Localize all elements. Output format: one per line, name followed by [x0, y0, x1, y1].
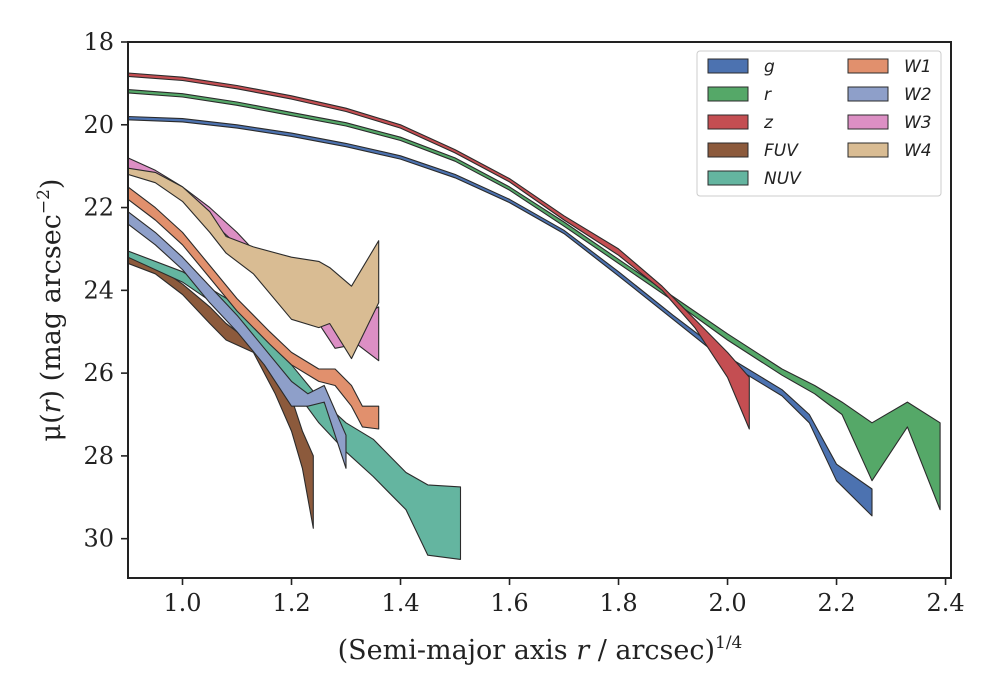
surface-brightness-chart: 1.0 1.2 1.4 1.6 1.8 2.0 2.2 2.4 18202224262830 … [0, 0, 1000, 700]
legend-swatch-g [708, 59, 748, 73]
legend-swatch-z [708, 115, 748, 129]
legend-label-w2: W2 [904, 85, 932, 105]
y-tick-label: 30 [83, 525, 114, 553]
x-tick-label: 1.6 [490, 589, 528, 617]
x-axis-label: (Semi-major axis r / arcsec)1/4 [338, 633, 743, 666]
y-axis-label-part1: μ( [36, 413, 67, 441]
y-axis-label-exponent: −2 [34, 189, 54, 214]
y-tick-label: 28 [83, 442, 114, 470]
legend-label-nuv: NUV [764, 169, 802, 189]
x-tick-label: 1.8 [599, 589, 637, 617]
legend-swatch-w4 [848, 143, 888, 157]
x-tick-label: 1.2 [272, 589, 310, 617]
y-axis-ticks: 18 20 22 24 26 28 30 [83, 28, 128, 553]
legend-label-g: g [764, 57, 775, 77]
legend-label-w1: W1 [904, 57, 932, 77]
y-axis-label-close: ) [36, 179, 67, 190]
x-axis-label-exponent: 1/4 [715, 633, 742, 653]
y-tick-label: 24 [83, 276, 114, 304]
legend-label-z: z [763, 113, 774, 133]
legend-swatch-w3 [848, 115, 888, 129]
y-axis-label: μ(r) (mag arcsec−2) [34, 179, 67, 442]
y-axis-label-part3: ) (mag arcsec [36, 214, 67, 400]
x-axis-ticks: 1.0 1.2 1.4 1.6 1.8 2.0 2.2 2.4 [163, 578, 964, 617]
legend-swatch-w1 [848, 59, 888, 73]
y-tick-label: 26 [83, 359, 114, 387]
legend-label-r: r [764, 85, 772, 105]
x-tick-label: 1.4 [381, 589, 419, 617]
y-tick-label: 22 [83, 194, 114, 222]
x-tick-label: 2.0 [708, 589, 746, 617]
x-tick-label: 2.4 [926, 589, 964, 617]
legend: grz FUV NUV W1 W2 W3 W4 [697, 51, 941, 196]
legend-swatch-w2 [848, 87, 888, 101]
legend-label-w3: W3 [904, 113, 932, 133]
legend-label-fuv: FUV [764, 141, 799, 161]
x-axis-label-part1: (Semi-major axis [338, 635, 577, 666]
x-axis-label-part3: / arcsec) [589, 635, 715, 666]
legend-label-w4: W4 [904, 141, 932, 161]
y-tick-label: 18 [83, 28, 114, 56]
y-tick-label: 20 [83, 111, 114, 139]
x-tick-label: 1.0 [163, 589, 201, 617]
legend-swatch-r [708, 87, 748, 101]
x-tick-label: 2.2 [817, 589, 855, 617]
legend-swatch-nuv [708, 171, 748, 185]
legend-swatch-fuv [708, 143, 748, 157]
